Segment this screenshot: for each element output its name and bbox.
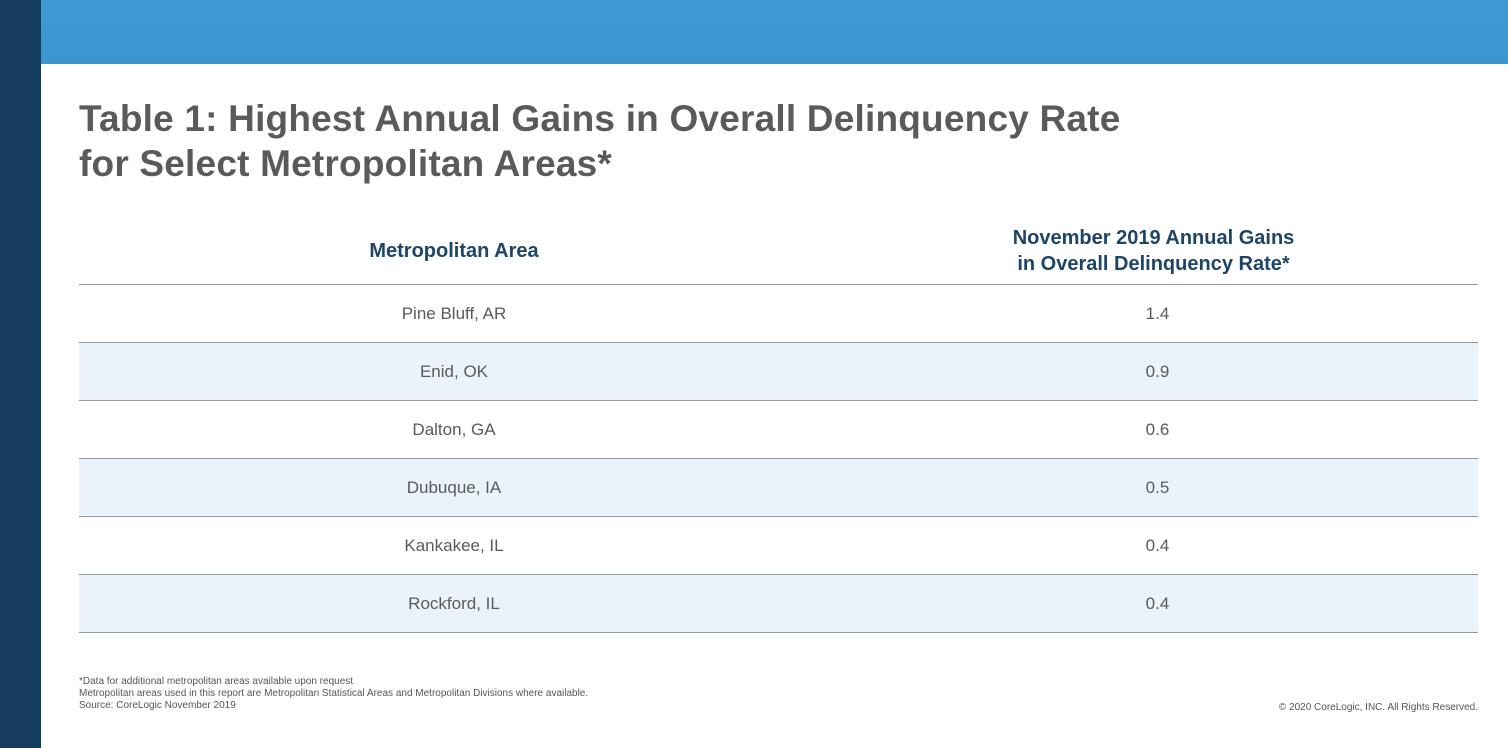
table-title-line-2: for Select Metropolitan Areas* [79, 143, 613, 184]
cell-annual-gain: 0.4 [829, 574, 1478, 633]
table-title-line-1: Table 1: Highest Annual Gains in Overall… [79, 98, 1121, 139]
cell-metro-area: Enid, OK [79, 342, 829, 401]
footnote-methodology: Metropolitan areas used in this report a… [79, 688, 589, 699]
table-row: Enid, OK 0.9 [79, 342, 1478, 401]
table-row: Dubuque, IA 0.5 [79, 458, 1478, 517]
cell-annual-gain: 1.4 [829, 284, 1478, 343]
column-header-label-line-2: in Overall Delinquency Rate* [1017, 253, 1290, 275]
cell-metro-area: Pine Bluff, AR [79, 284, 829, 343]
footnote-source: Source: CoreLogic November 2019 [79, 700, 236, 711]
column-header-label-line-1: November 2019 Annual Gains [1012, 227, 1295, 249]
table-row: Pine Bluff, AR 1.4 [79, 284, 1478, 343]
table-row: Dalton, GA 0.6 [79, 400, 1478, 459]
footnotes: *Data for additional metropolitan areas … [79, 676, 588, 712]
cell-metro-area: Dubuque, IA [79, 458, 829, 517]
left-accent-bar [0, 0, 41, 748]
column-header-annual-gains: November 2019 Annual Gains in Overall De… [829, 218, 1478, 285]
copyright-notice: © 2020 CoreLogic, INC. All Rights Reserv… [1278, 702, 1478, 713]
cell-annual-gain: 0.9 [829, 342, 1478, 401]
top-header-band [41, 0, 1508, 64]
footnote-availability: *Data for additional metropolitan areas … [79, 676, 354, 687]
cell-annual-gain: 0.4 [829, 516, 1478, 575]
column-header-metropolitan-area: Metropolitan Area [79, 218, 829, 285]
table-header-row: Metropolitan Area November 2019 Annual G… [79, 218, 1478, 285]
cell-metro-area: Dalton, GA [79, 400, 829, 459]
table-row: Kankakee, IL 0.4 [79, 516, 1478, 575]
column-header-label: Metropolitan Area [369, 240, 539, 262]
cell-metro-area: Kankakee, IL [79, 516, 829, 575]
delinquency-table: Metropolitan Area November 2019 Annual G… [79, 218, 1478, 633]
cell-annual-gain: 0.6 [829, 400, 1478, 459]
cell-metro-area: Rockford, IL [79, 574, 829, 633]
table-row: Rockford, IL 0.4 [79, 574, 1478, 633]
cell-annual-gain: 0.5 [829, 458, 1478, 517]
table-title: Table 1: Highest Annual Gains in Overall… [79, 96, 1279, 186]
